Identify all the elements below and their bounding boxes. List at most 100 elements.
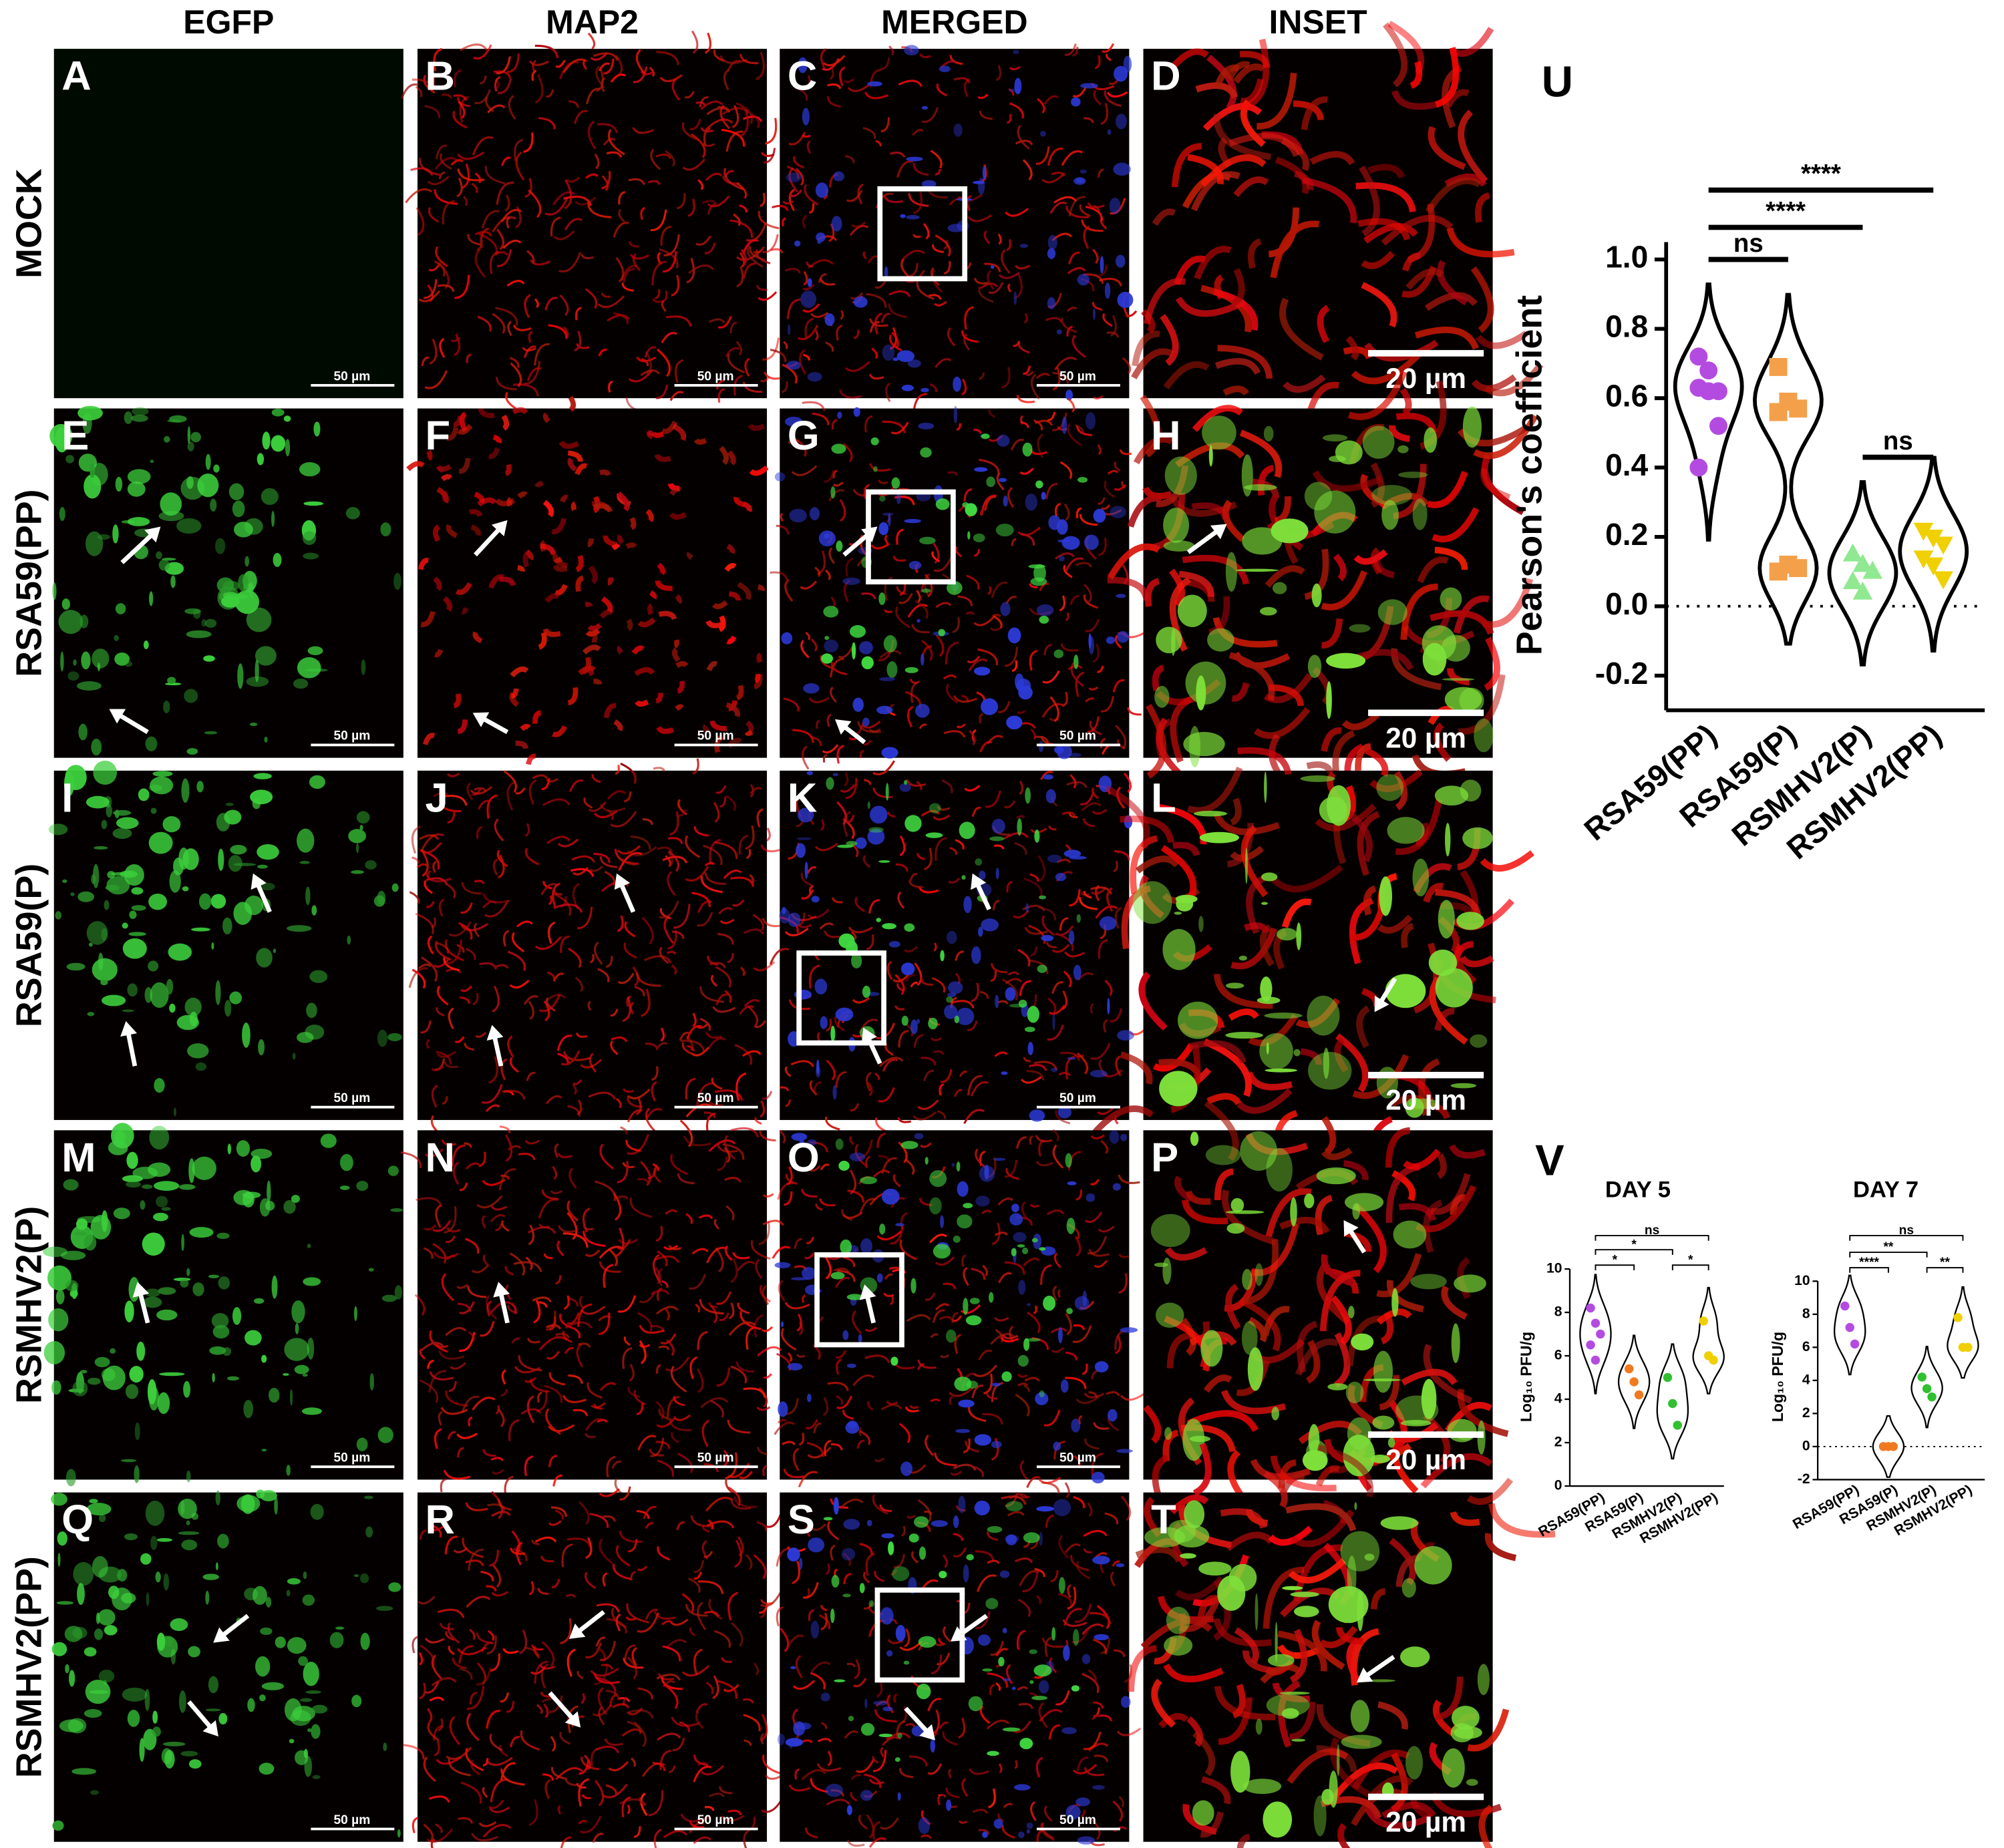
arrow	[548, 1691, 578, 1724]
texture	[1110, 315, 1118, 337]
texture	[1142, 486, 1172, 500]
data-point	[1933, 536, 1953, 555]
texture	[700, 876, 723, 894]
texture	[566, 1648, 576, 1677]
texture	[842, 1409, 854, 1420]
texture	[71, 1768, 97, 1775]
data-point	[1850, 1339, 1860, 1349]
texture	[1301, 96, 1328, 130]
texture	[359, 824, 363, 831]
texture	[548, 1372, 565, 1386]
texture	[588, 801, 607, 812]
texture	[668, 850, 679, 872]
texture	[685, 835, 701, 858]
texture	[1326, 653, 1366, 669]
texture	[828, 547, 836, 564]
texture	[1093, 89, 1102, 106]
texture	[1317, 1444, 1374, 1497]
texture	[124, 1300, 134, 1322]
texture	[935, 1256, 955, 1266]
texture	[991, 819, 1005, 834]
texture	[525, 1256, 533, 1270]
texture	[639, 1797, 646, 1806]
texture	[1265, 1068, 1297, 1073]
texture	[810, 1620, 820, 1639]
texture	[149, 591, 154, 606]
texture	[977, 94, 989, 100]
texture	[713, 1218, 720, 1230]
texture	[1365, 1807, 1432, 1829]
texture	[244, 1330, 262, 1346]
texture	[657, 1042, 668, 1049]
texture	[438, 172, 446, 180]
texture	[846, 841, 858, 846]
texture	[501, 156, 511, 166]
texture	[943, 675, 957, 680]
texture	[953, 123, 963, 137]
texture	[448, 1645, 455, 1656]
texture	[1026, 1070, 1045, 1081]
texture	[1053, 1499, 1071, 1517]
texture	[881, 1533, 895, 1539]
texture	[1112, 1800, 1124, 1822]
scale-bar-label: 50 µm	[697, 1091, 734, 1105]
texture	[1064, 557, 1084, 572]
texture	[730, 876, 755, 888]
texture	[610, 811, 637, 827]
texture	[1063, 970, 1072, 988]
texture	[688, 264, 714, 274]
texture	[542, 500, 554, 518]
texture	[988, 282, 1004, 295]
texture	[1267, 1654, 1295, 1667]
texture	[453, 693, 462, 709]
texture	[967, 531, 971, 540]
texture	[484, 900, 509, 918]
texture	[906, 705, 914, 728]
texture	[575, 1032, 588, 1038]
texture	[798, 57, 808, 73]
texture	[351, 870, 364, 874]
texture	[1271, 518, 1309, 544]
texture	[568, 395, 576, 412]
texture	[660, 1027, 665, 1042]
texture	[1206, 54, 1237, 110]
texture	[585, 173, 599, 179]
texture	[1300, 1048, 1323, 1065]
texture	[886, 960, 893, 980]
texture	[633, 1721, 647, 1748]
texture	[874, 1570, 884, 1583]
texture	[897, 1732, 902, 1738]
texture	[428, 1795, 450, 1803]
texture	[1041, 703, 1064, 718]
texture	[955, 839, 965, 850]
texture	[538, 1198, 559, 1219]
texture	[506, 497, 513, 507]
texture	[127, 469, 151, 484]
texture	[1422, 642, 1447, 676]
texture	[1203, 1039, 1252, 1097]
texture	[509, 1252, 526, 1276]
texture	[1226, 61, 1250, 81]
texture	[1120, 1051, 1153, 1085]
texture	[1275, 1622, 1278, 1663]
texture	[869, 1779, 884, 1785]
texture	[1055, 1109, 1071, 1125]
texture	[1345, 335, 1359, 361]
texture	[588, 565, 598, 584]
texture	[975, 858, 983, 866]
texture	[945, 1787, 960, 1799]
texture	[480, 75, 487, 85]
texture	[777, 1182, 794, 1200]
texture	[1077, 477, 1088, 483]
texture	[994, 1316, 1009, 1322]
texture	[1039, 1709, 1063, 1722]
texture	[576, 1099, 582, 1116]
texture	[827, 1521, 839, 1541]
significance-label: *	[1631, 1238, 1637, 1252]
texture	[1035, 373, 1050, 379]
texture	[1068, 812, 1078, 819]
data-point	[1709, 1355, 1718, 1365]
texture	[853, 296, 868, 308]
texture	[637, 1178, 650, 1184]
texture	[615, 1228, 625, 1258]
